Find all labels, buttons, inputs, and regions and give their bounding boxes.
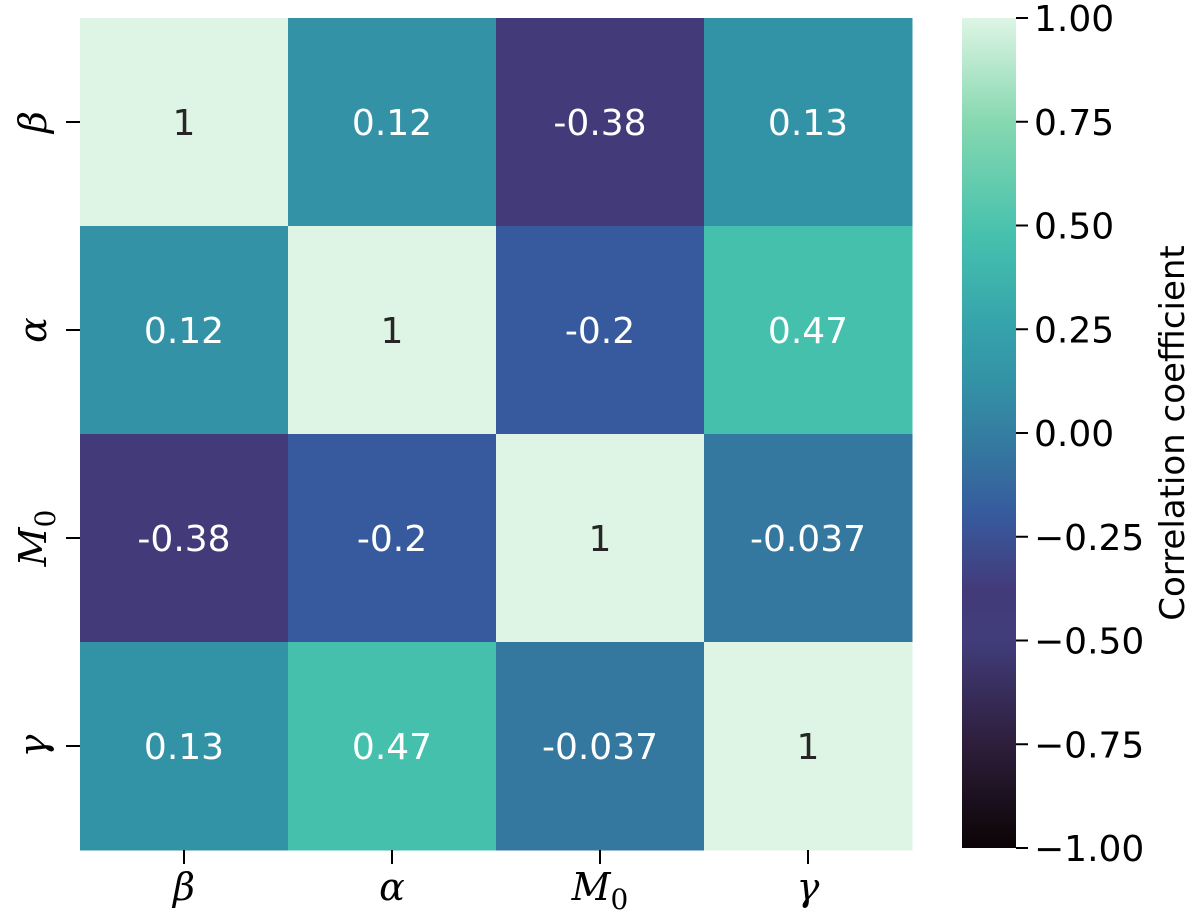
heatmap-cell — [704, 642, 913, 851]
colorbar-tick-label: −0.25 — [1034, 518, 1144, 559]
cell-annotation: 0.47 — [352, 727, 432, 768]
cell-annotation: 0.12 — [352, 103, 432, 144]
heatmap-cell — [496, 18, 705, 227]
cell-annotation: -0.2 — [357, 519, 427, 560]
cell-annotation: 1 — [173, 103, 196, 144]
heatmap-cell — [80, 226, 289, 435]
category-tick-label: α — [11, 317, 55, 343]
heatmap-cell — [288, 226, 497, 435]
cell-annotation: -0.2 — [565, 311, 635, 352]
category-tick-label: M0 — [571, 865, 629, 916]
colorbar-tick-label: −0.50 — [1034, 622, 1144, 663]
category-tick-label: β — [171, 865, 195, 909]
x-axis: β α M0 γ — [171, 850, 820, 916]
y-axis: β α M0 γ — [11, 111, 80, 757]
colorbar-gradient — [962, 18, 1016, 848]
heatmap-cell — [288, 642, 497, 851]
heatmap-cells — [80, 18, 913, 851]
colorbar-tick-label: 0.25 — [1034, 310, 1114, 351]
colorbar-tick-label: 1.00 — [1034, 0, 1114, 40]
cell-annotation: 0.13 — [144, 727, 224, 768]
heatmap-cell — [80, 642, 289, 851]
cell-annotation: -0.38 — [137, 519, 230, 560]
heatmap-cell — [496, 642, 705, 851]
cell-annotation: 0.47 — [768, 311, 848, 352]
category-tick-label: γ — [11, 734, 55, 757]
cell-annotation: 1 — [797, 727, 820, 768]
heatmap-cell — [288, 18, 497, 227]
category-tick-label: M0 — [11, 510, 62, 568]
heatmap-cell — [496, 434, 705, 643]
colorbar-ticks: 1.00 0.75 0.50 0.25 0.00 −0.25 −0.50 −0.75 −1.00 — [1016, 0, 1144, 870]
colorbar-tick-label: −1.00 — [1034, 829, 1144, 870]
cell-annotation: 0.12 — [144, 311, 224, 352]
colorbar-tick-label: −0.75 — [1034, 725, 1144, 766]
heatmap-cell — [80, 434, 289, 643]
cell-annotation: 0.13 — [768, 103, 848, 144]
cell-annotation: -0.037 — [750, 519, 866, 560]
cell-annotation: 1 — [589, 519, 612, 560]
heatmap-cell — [496, 226, 705, 435]
colorbar-tick-label: 0.75 — [1034, 103, 1114, 144]
heatmap-annotations: 1 0.12 -0.38 0.13 0.12 1 -0.2 0.47 -0.38 -0.2 1 -0.… — [137, 103, 866, 768]
heatmap-cell — [80, 18, 289, 227]
heatmap-cell — [704, 434, 913, 643]
heatmap-cell — [288, 434, 497, 643]
heatmap-cell — [704, 18, 913, 227]
cell-annotation: -0.037 — [542, 727, 658, 768]
category-tick-label: γ — [797, 865, 820, 909]
colorbar-label: Correlation coefficient — [1153, 245, 1193, 621]
cell-annotation: -0.38 — [553, 103, 646, 144]
category-tick-label: β — [11, 111, 55, 135]
heatmap-cell — [704, 226, 913, 435]
colorbar: 1.00 0.75 0.50 0.25 0.00 −0.25 −0.50 −0.75 −1.00… — [962, 0, 1193, 870]
colorbar-tick-label: 0.50 — [1034, 207, 1114, 248]
category-tick-label: α — [379, 865, 405, 909]
colorbar-tick-label: 0.00 — [1034, 414, 1114, 455]
cell-annotation: 1 — [381, 311, 404, 352]
